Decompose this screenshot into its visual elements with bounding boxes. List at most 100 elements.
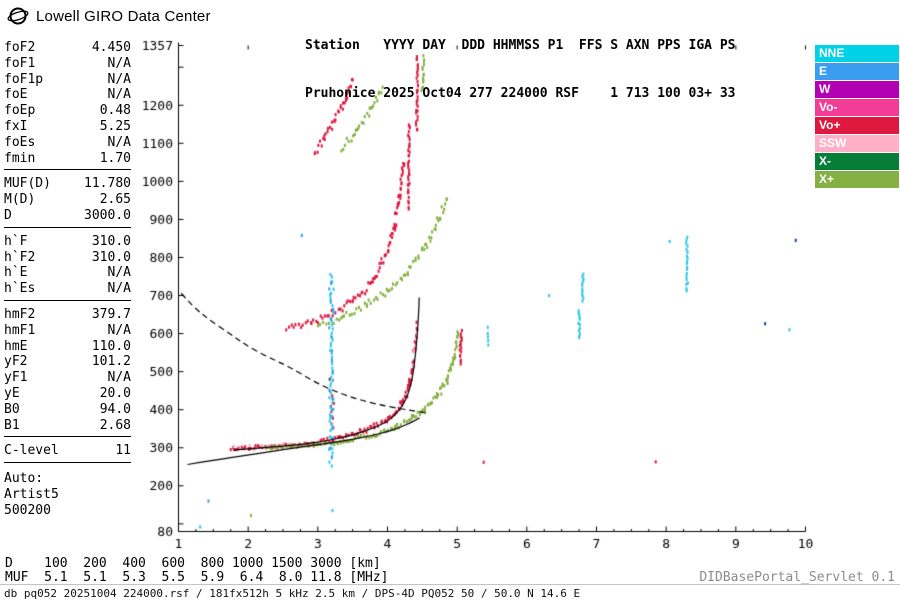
- parameter-row: foEs N/A: [4, 135, 131, 151]
- parameter-value: 94.0: [99, 401, 131, 417]
- station-header-columns: Station YYYY DAY DDD HHMMSS P1 FFS S AXN…: [305, 38, 736, 53]
- parameter-row: M(D) 2.65: [4, 192, 131, 208]
- parameter-name: hmE: [4, 338, 28, 354]
- parameter-row: foF1 N/A: [4, 56, 131, 72]
- parameter-row: C-level 11: [4, 443, 131, 459]
- parameter-value: 110.0: [91, 338, 131, 354]
- measurement-info-line: db pq052 20251004 224000.rsf / 181fx512h…: [4, 587, 581, 600]
- legend-item-e: E: [815, 63, 899, 80]
- parameter-row: yF1 N/A: [4, 370, 131, 386]
- parameter-name: h`E: [4, 265, 28, 281]
- parameter-name: yF2: [4, 354, 28, 370]
- parameter-value: N/A: [107, 71, 131, 87]
- station-header-values: Pruhonice 2025 Oct04 277 224000 RSF 1 71…: [305, 86, 736, 101]
- legend-item-vo: Vo-: [815, 99, 899, 116]
- parameter-group: hmF2 379.7 hmF1 N/A hmE 110.0 yF2 101.2 yF1 N/A yE…: [4, 307, 131, 438]
- parameter-name: hmF2: [4, 306, 36, 322]
- station-header: Station YYYY DAY DDD HHMMSS P1 FFS S AXN…: [305, 6, 735, 134]
- parameter-value: N/A: [107, 134, 131, 150]
- parameter-row: yF2 101.2: [4, 354, 131, 370]
- parameter-row: h`Es N/A: [4, 281, 131, 297]
- parameter-row: foE N/A: [4, 87, 131, 103]
- parameter-row: hmF2 379.7: [4, 307, 131, 323]
- parameter-row: h`E N/A: [4, 265, 131, 281]
- legend-item-w: W: [815, 81, 899, 98]
- parameter-value: N/A: [107, 265, 131, 281]
- parameter-value: 2.65: [99, 192, 131, 208]
- parameter-value: 379.7: [91, 306, 131, 322]
- legend-item-ssw: SSW: [815, 135, 899, 152]
- parameter-name: foF2: [4, 40, 36, 55]
- parameter-group: MUF(D) 11.780 M(D) 2.65 D 3000.0: [4, 176, 131, 228]
- parameter-value: 4.450: [91, 40, 131, 55]
- parameter-row: hmF1 N/A: [4, 323, 131, 339]
- auto-scaler-line: 500200: [4, 502, 51, 518]
- legend-item-x: X+: [815, 171, 899, 188]
- parameter-row: yE 20.0: [4, 386, 131, 402]
- parameter-value: N/A: [107, 322, 131, 338]
- giro-globe-logo-icon: [7, 7, 29, 25]
- parameter-name: foF1: [4, 55, 36, 71]
- parameter-value: N/A: [107, 55, 131, 71]
- parameter-value: N/A: [107, 87, 131, 103]
- parameter-row: MUF(D) 11.780: [4, 176, 131, 192]
- parameter-row: foF2 4.450: [4, 40, 131, 56]
- parameter-value: 0.48: [99, 103, 131, 119]
- parameter-value: 1.70: [99, 150, 131, 166]
- legend-item-x: X-: [815, 153, 899, 170]
- parameter-value: 5.25: [99, 118, 131, 134]
- parameter-row: fmin 1.70: [4, 151, 131, 167]
- parameter-name: yF1: [4, 370, 28, 386]
- parameter-value: 2.68: [99, 417, 131, 433]
- parameter-name: MUF(D): [4, 176, 51, 192]
- parameter-name: h`Es: [4, 281, 36, 297]
- parameter-value: 310.0: [91, 249, 131, 265]
- parameter-name: fxI: [4, 118, 28, 134]
- auto-label: Auto:: [4, 471, 44, 487]
- parameter-value: N/A: [107, 281, 131, 297]
- parameter-value: 310.0: [91, 233, 131, 249]
- parameter-row: B1 2.68: [4, 418, 131, 434]
- brand-title: Lowell GIRO Data Center: [36, 7, 211, 25]
- parameter-name: foE: [4, 87, 28, 103]
- parameter-value: N/A: [107, 370, 131, 386]
- brand: Lowell GIRO Data Center: [7, 5, 211, 27]
- parameter-row: D 3000.0: [4, 208, 131, 224]
- parameter-name: foEs: [4, 134, 36, 150]
- parameter-row: foEp 0.48: [4, 103, 131, 119]
- parameter-group: h`F 310.0 h`F2 310.0 h`E N/A h`Es N/A: [4, 234, 131, 301]
- parameter-name: B1: [4, 417, 20, 433]
- parameter-row: h`F2 310.0: [4, 250, 131, 266]
- footer-divider: [0, 584, 900, 585]
- parameter-name: M(D): [4, 192, 36, 208]
- parameter-name: foF1p: [4, 71, 44, 87]
- parameter-value: 20.0: [99, 385, 131, 401]
- auto-scaler-lines: Artist5 500200: [4, 487, 131, 519]
- legend-item-nne: NNE: [815, 45, 899, 62]
- servlet-version-label: DIDBasePortal_Servlet 0.1: [699, 570, 895, 585]
- parameter-row: B0 94.0: [4, 402, 131, 418]
- parameter-name: hmF1: [4, 322, 36, 338]
- parameter-name: C-level: [4, 443, 59, 459]
- parameter-groups: foF2 4.450 foF1 N/A foF1p N/A foE N/A foEp 0.48 fx…: [4, 40, 131, 464]
- parameter-row: hmE 110.0: [4, 339, 131, 355]
- parameter-name: yE: [4, 385, 20, 401]
- parameter-row: foF1p N/A: [4, 72, 131, 88]
- parameter-value: 3000.0: [84, 207, 131, 223]
- parameter-panel: foF2 4.450 foF1 N/A foF1p N/A foE N/A foEp 0.48 fx…: [4, 40, 131, 519]
- parameter-value: 11.780: [84, 176, 131, 192]
- parameter-group: foF2 4.450 foF1 N/A foF1p N/A foE N/A foEp 0.48 fx…: [4, 40, 131, 171]
- legend-item-vo: Vo+: [815, 117, 899, 134]
- parameter-name: fmin: [4, 150, 36, 166]
- auto-scaler-line: Artist5: [4, 486, 59, 502]
- parameter-row: fxI 5.25: [4, 119, 131, 135]
- parameter-name: h`F2: [4, 249, 36, 265]
- parameter-group: C-level 11: [4, 443, 131, 464]
- doppler-legend: NNE E W Vo- Vo+ SSW X- X+: [815, 45, 899, 189]
- auto-scaler-block: Auto: Artist5 500200: [4, 471, 131, 518]
- distance-row: D 100 200 400 600 800 1000 1500 3000 [km…: [5, 556, 381, 571]
- parameter-value: 11: [115, 443, 131, 459]
- parameter-name: foEp: [4, 103, 36, 119]
